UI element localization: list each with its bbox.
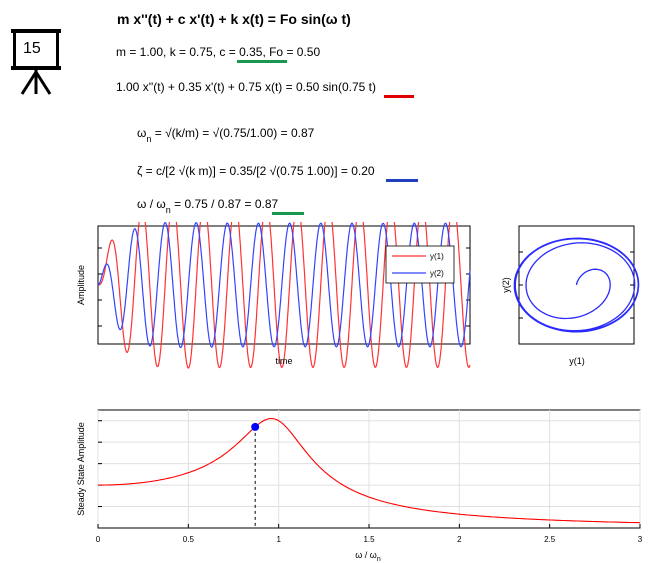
x-tick-label: 0.5: [183, 535, 195, 544]
phase-plot: y(1) y(2): [501, 225, 640, 366]
phase-xlabel: y(1): [569, 356, 585, 366]
legend-y1-label: y(1): [430, 252, 444, 261]
time-legend: y(1) y(2): [385, 245, 455, 284]
omega-n-sub: n: [146, 134, 152, 144]
specific-omega: 0.75: [341, 80, 366, 94]
ratio-prefix: ω / ω: [137, 197, 166, 211]
parameter-suffix: , Fo = 0.50: [262, 45, 321, 59]
parameter-c: c = 0.35: [219, 45, 263, 59]
frequency-ratio-line: ω / ωn = 0.75 / 0.87 = 0.87: [137, 197, 279, 215]
specific-prefix: 1.00 x''(t) + 0.35 x'(t) + 0.75 x(t) = 0…: [116, 80, 342, 94]
phase-trajectory: [513, 237, 640, 333]
freq-tick-labels: 0 0.5 1 1.5 2 2.5 3: [96, 535, 643, 544]
specific-suffix: t): [365, 80, 377, 94]
x-tick-label: 2.5: [544, 535, 556, 544]
freq-xlabel: ω / ωn: [355, 550, 381, 563]
zeta-prefix: ζ = c/[2 √(k m)] = 0.35/[2 √(0.75 1.00)]…: [137, 164, 352, 178]
zeta-value: 0.20: [351, 164, 375, 178]
specific-equation-line: 1.00 x''(t) + 0.35 x'(t) + 0.75 x(t) = 0…: [116, 80, 376, 94]
x-tick-label: 1.5: [363, 535, 375, 544]
frequency-response-chart: 0 0.5 1 1.5 2 2.5 3 ω / ωn Steady State Amplit…: [76, 409, 643, 563]
phase-plot-ticks: [519, 251, 634, 319]
slide-number-icon: [10, 28, 62, 98]
slide-number: 15: [23, 40, 41, 57]
series-y1-line: [98, 222, 471, 369]
zeta-underline: [386, 179, 418, 182]
ratio-underline: [272, 212, 304, 215]
x-tick-label: 3: [638, 535, 643, 544]
x-tick-label: 2: [457, 535, 462, 544]
ratio-sub: n: [165, 205, 171, 215]
time-xlabel: time: [275, 356, 292, 366]
omega-n-expression: = √(k/m) = √(0.75/1.00) = 0.87: [151, 126, 315, 140]
parameter-line: m = 1.00, k = 0.75, c = 0.35, Fo = 0.50: [116, 45, 320, 59]
amplitude-curve: [98, 417, 640, 524]
equation-title: m x''(t) + c x'(t) + k x(t) = Fo sin(ω t…: [117, 11, 351, 27]
freq-ylabel: Steady State Amplitude: [76, 422, 86, 516]
phase-ylabel: y(2): [501, 277, 511, 293]
time-ylabel: Amplitude: [76, 265, 86, 305]
freq-xlabel-main: ω / ω: [355, 550, 377, 560]
c-underline: [237, 60, 287, 63]
freq-grid: [97, 410, 641, 528]
parameter-prefix: m = 1.00, k = 0.75,: [116, 45, 220, 59]
x-tick-label: 1: [276, 535, 281, 544]
time-response-chart: y(1) y(2) time Amplitude: [76, 222, 471, 369]
omega-symbol: ω: [137, 126, 147, 140]
ratio-value: 0.87: [254, 197, 279, 211]
natural-frequency-line: ωn = √(k/m) = √(0.75/1.00) = 0.87: [137, 126, 315, 144]
damping-ratio-line: ζ = c/[2 √(k m)] = 0.35/[2 √(0.75 1.00)]…: [137, 164, 375, 178]
operating-point-marker: [251, 422, 260, 431]
ratio-mid: = 0.75 / 0.87 =: [170, 197, 255, 211]
freq-xlabel-sub: n: [377, 556, 381, 563]
x-tick-label: 0: [96, 535, 101, 544]
omega-underline: [384, 95, 414, 98]
legend-y2-label: y(2): [430, 269, 444, 278]
legend-box: [385, 245, 455, 284]
